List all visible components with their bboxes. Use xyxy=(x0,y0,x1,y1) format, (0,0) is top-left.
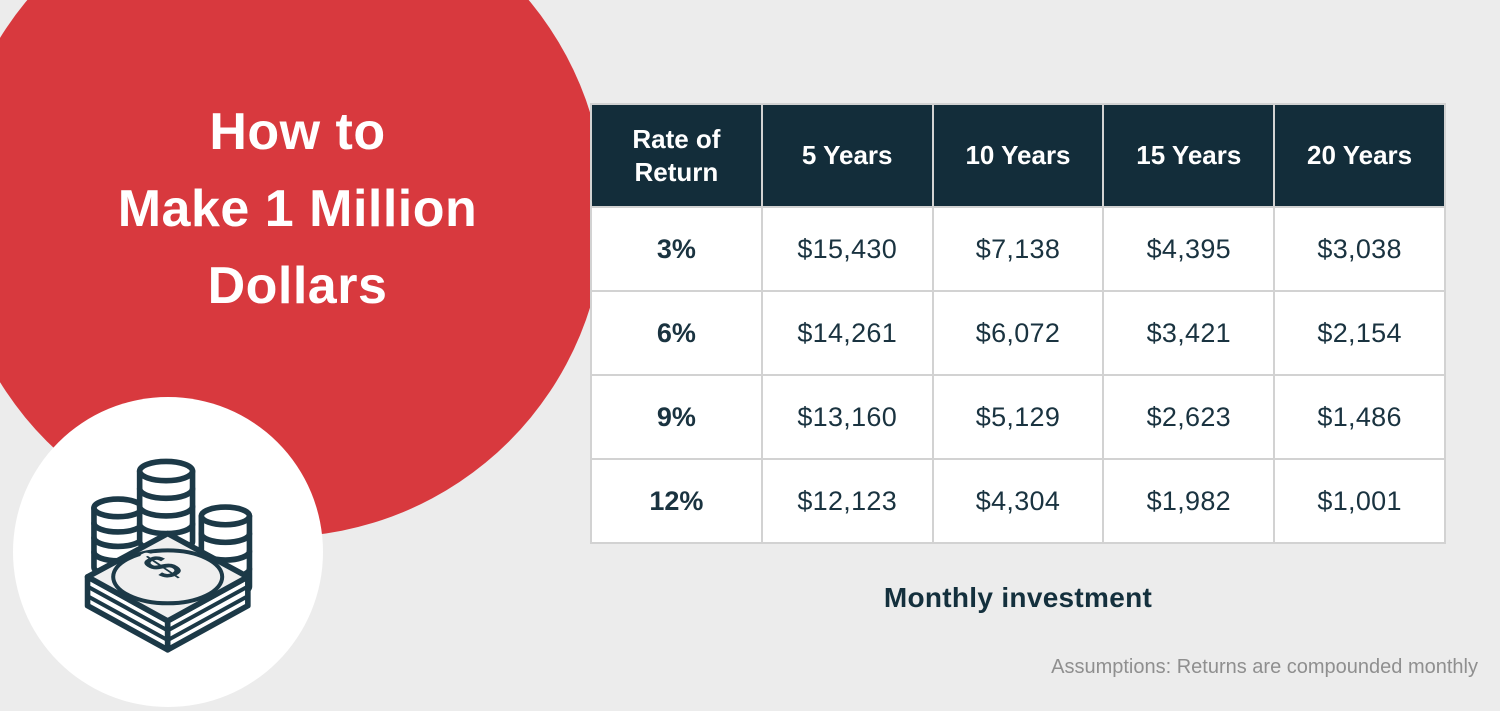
value-cell: $15,430 xyxy=(760,206,934,292)
table-header-row: Rate of Return 5 Years 10 Years 15 Years… xyxy=(590,103,1446,208)
column-header-15-years: 15 Years xyxy=(1102,103,1276,208)
cash-stack: $ xyxy=(84,530,251,653)
money-stack-icon: $ xyxy=(84,458,252,653)
value-cell: $6,072 xyxy=(931,290,1105,376)
rate-cell: 3% xyxy=(590,206,763,292)
value-cell: $1,982 xyxy=(1102,458,1276,544)
rate-cell: 9% xyxy=(590,374,763,460)
column-header-rate-of-return: Rate of Return xyxy=(590,103,763,208)
value-cell: $4,304 xyxy=(931,458,1105,544)
value-cell: $3,038 xyxy=(1273,206,1446,292)
table-row-6pct: 6% $14,261 $6,072 $3,421 $2,154 xyxy=(590,290,1446,376)
value-cell: $7,138 xyxy=(931,206,1105,292)
value-cell: $3,421 xyxy=(1102,290,1276,376)
page-title-line-1: How to xyxy=(209,103,386,161)
value-cell: $4,395 xyxy=(1102,206,1276,292)
value-cell: $5,129 xyxy=(931,374,1105,460)
page-title-line-3: Dollars xyxy=(207,257,388,315)
money-icon-badge: $ xyxy=(13,397,323,707)
page-title-line-2: Make 1 Million xyxy=(117,180,478,238)
column-header-10-years: 10 Years xyxy=(931,103,1105,208)
page-title: How to Make 1 Million Dollars xyxy=(45,94,550,325)
value-cell: $1,486 xyxy=(1273,374,1446,460)
table-row-3pct: 3% $15,430 $7,138 $4,395 $3,038 xyxy=(590,206,1446,292)
column-header-20-years: 20 Years xyxy=(1273,103,1446,208)
value-cell: $14,261 xyxy=(760,290,934,376)
value-cell: $2,623 xyxy=(1102,374,1276,460)
investment-table: Rate of Return 5 Years 10 Years 15 Years… xyxy=(590,103,1446,544)
rate-cell: 6% xyxy=(590,290,763,376)
assumptions-footnote: Assumptions: Returns are compounded mont… xyxy=(1051,656,1478,678)
table-caption: Monthly investment xyxy=(883,582,1153,613)
value-cell: $13,160 xyxy=(760,374,934,460)
table-header: Rate of Return 5 Years 10 Years 15 Years… xyxy=(590,103,1446,208)
table-body: 3% $15,430 $7,138 $4,395 $3,038 6% $14,2… xyxy=(590,206,1446,544)
rate-cell: 12% xyxy=(590,458,763,544)
table-row-9pct: 9% $13,160 $5,129 $2,623 $1,486 xyxy=(590,374,1446,460)
column-header-5-years: 5 Years xyxy=(760,103,934,208)
table-row-12pct: 12% $12,123 $4,304 $1,982 $1,001 xyxy=(590,458,1446,544)
value-cell: $1,001 xyxy=(1273,458,1446,544)
value-cell: $2,154 xyxy=(1273,290,1446,376)
value-cell: $12,123 xyxy=(760,458,934,544)
investment-table-container: Rate of Return 5 Years 10 Years 15 Years… xyxy=(590,103,1446,544)
